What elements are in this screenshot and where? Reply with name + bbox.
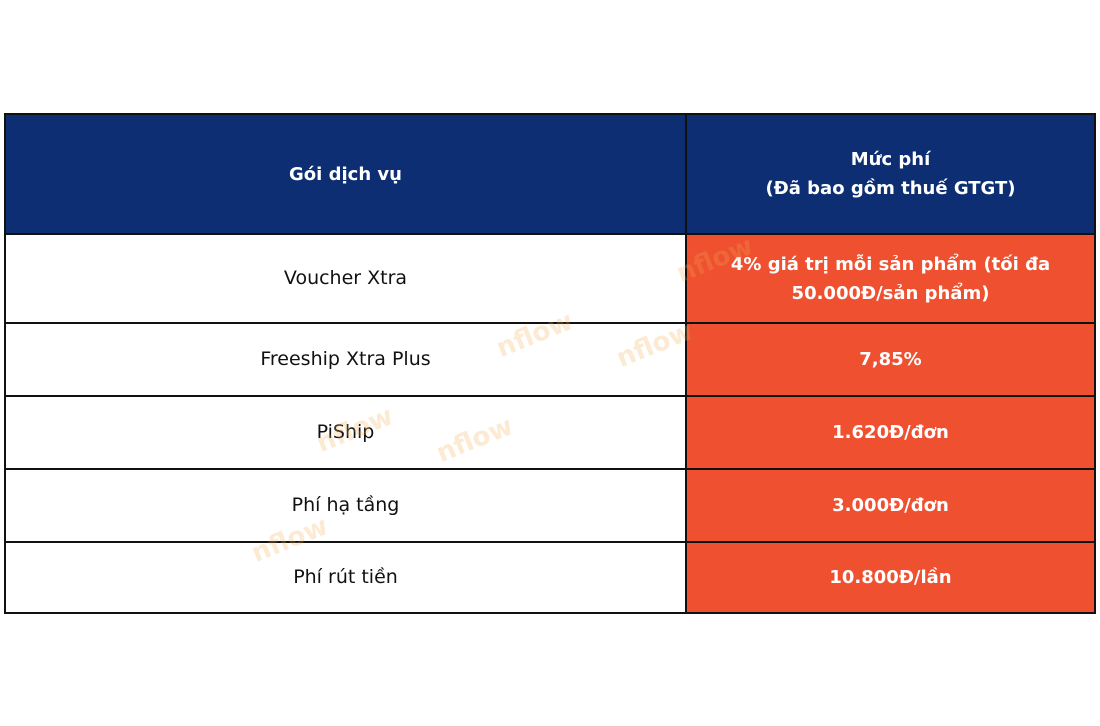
service-name: Phí rút tiền	[6, 543, 687, 612]
fee-table: Gói dịch vụ Mức phí (Đã bao gồm thuế GTG…	[4, 113, 1096, 614]
service-name: Freeship Xtra Plus	[6, 324, 687, 395]
table-row: Voucher Xtra 4% giá trị mỗi sản phẩm (tố…	[6, 233, 1094, 322]
fee-value: 4% giá trị mỗi sản phẩm (tối đa 50.000Đ/…	[687, 235, 1094, 322]
service-name: Voucher Xtra	[6, 235, 687, 322]
header-fee: Mức phí (Đã bao gồm thuế GTGT)	[687, 115, 1094, 233]
service-name: Phí hạ tầng	[6, 470, 687, 541]
table-row: Phí hạ tầng 3.000Đ/đơn	[6, 468, 1094, 541]
table-row: PiShip 1.620Đ/đơn	[6, 395, 1094, 468]
fee-value: 10.800Đ/lần	[687, 543, 1094, 612]
fee-value: 3.000Đ/đơn	[687, 470, 1094, 541]
table-header-row: Gói dịch vụ Mức phí (Đã bao gồm thuế GTG…	[6, 115, 1094, 233]
table-row: Freeship Xtra Plus 7,85%	[6, 322, 1094, 395]
fee-value: 7,85%	[687, 324, 1094, 395]
table-row: Phí rút tiền 10.800Đ/lần	[6, 541, 1094, 612]
fee-value: 1.620Đ/đơn	[687, 397, 1094, 468]
header-service: Gói dịch vụ	[6, 115, 687, 233]
service-name: PiShip	[6, 397, 687, 468]
